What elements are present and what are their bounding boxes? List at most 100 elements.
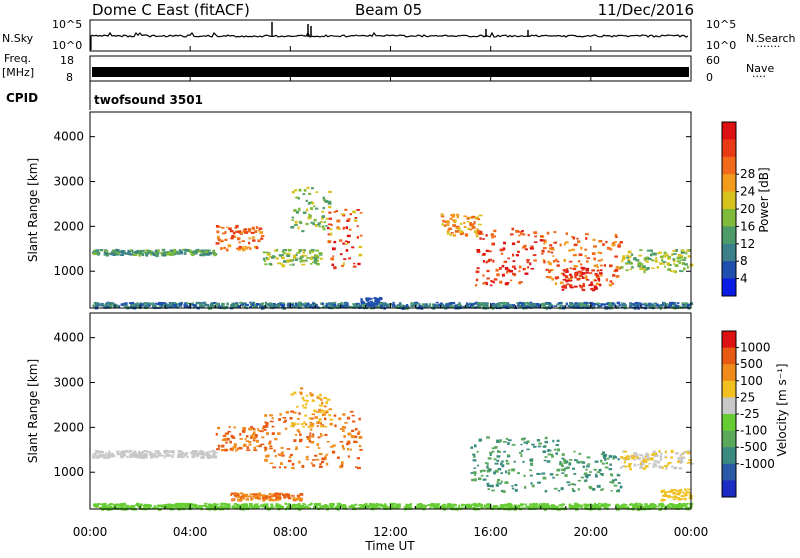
echo-cell xyxy=(158,453,162,457)
echo-cell xyxy=(351,246,355,249)
echo-cell xyxy=(344,240,348,243)
echo-cell xyxy=(256,506,260,509)
echo-cell xyxy=(532,304,535,306)
echo-cell xyxy=(335,507,339,510)
echo-cell xyxy=(271,432,275,435)
echo-cell xyxy=(135,453,139,456)
echo-cell xyxy=(583,301,588,305)
ytick-label: 2000 xyxy=(53,219,84,233)
echo-cell xyxy=(136,504,140,507)
echo-cell xyxy=(354,503,358,506)
echo-cell xyxy=(448,304,451,307)
echo-cell xyxy=(502,504,506,507)
echo-cell xyxy=(638,302,642,305)
echo-cell xyxy=(364,503,368,506)
echo-cell xyxy=(250,231,255,234)
echo-cell xyxy=(250,435,254,438)
echo-cell xyxy=(452,224,457,227)
echo-cell xyxy=(566,283,570,286)
echo-cell xyxy=(149,302,154,305)
echo-cell xyxy=(306,304,311,307)
echo-cell xyxy=(380,302,384,305)
colorbar-tick-label: 8 xyxy=(740,254,748,268)
echo-cell xyxy=(675,506,680,508)
echo-cell xyxy=(527,266,530,269)
echo-cell xyxy=(324,433,328,437)
echo-cell xyxy=(244,231,248,234)
echo-cell xyxy=(302,425,305,428)
echo-cell xyxy=(561,285,565,288)
echo-cell xyxy=(213,506,216,510)
echo-cell xyxy=(321,210,325,213)
echo-cell xyxy=(360,298,363,301)
echo-cell xyxy=(241,503,246,507)
echo-cell xyxy=(518,281,522,285)
echo-cell xyxy=(647,459,650,461)
echo-cell xyxy=(518,265,522,269)
echo-cell xyxy=(312,222,315,226)
echo-cell xyxy=(572,267,577,271)
echo-cell xyxy=(597,251,601,254)
echo-cell xyxy=(248,241,251,245)
echo-cell xyxy=(557,489,561,492)
echo-cell xyxy=(643,459,647,462)
echo-cell xyxy=(323,413,327,416)
echo-cell xyxy=(675,249,678,252)
echo-cell xyxy=(271,417,274,420)
echo-cell xyxy=(310,249,315,252)
echo-cell xyxy=(333,211,336,214)
xtick-label: 00:00 xyxy=(674,525,709,539)
echo-cell xyxy=(305,505,308,508)
echo-cell xyxy=(463,215,468,218)
echo-cell xyxy=(284,466,287,469)
echo-cell xyxy=(549,244,553,247)
echo-cell xyxy=(97,454,102,457)
echo-cell xyxy=(526,261,529,264)
echo-cell xyxy=(568,504,572,507)
echo-cell xyxy=(271,256,275,259)
echo-cell xyxy=(351,429,355,432)
xtick-label: 08:00 xyxy=(273,525,308,539)
echo-cell xyxy=(577,505,580,508)
echo-cell xyxy=(592,238,596,241)
echo-cell xyxy=(291,219,295,222)
echo-cell xyxy=(493,281,496,284)
echo-cell xyxy=(508,469,511,472)
echo-cell xyxy=(277,498,281,501)
echo-cell xyxy=(268,262,272,265)
echo-cell xyxy=(246,449,251,452)
echo-cell xyxy=(610,474,614,477)
echo-cell xyxy=(629,268,632,271)
echo-cell xyxy=(440,213,444,216)
echo-cell xyxy=(543,260,546,264)
echo-cell xyxy=(312,459,316,461)
echo-cell xyxy=(259,304,263,308)
echo-cell xyxy=(269,255,272,258)
echo-cell xyxy=(327,201,332,205)
echo-cell xyxy=(224,305,229,309)
ytick-label: 4000 xyxy=(53,130,84,144)
echo-cell xyxy=(221,449,225,452)
echo-cell xyxy=(436,503,441,505)
echo-cell xyxy=(349,410,354,413)
echo-cell xyxy=(530,245,534,248)
echo-cell xyxy=(626,455,630,457)
echo-cell xyxy=(579,304,584,307)
echo-cell xyxy=(601,258,604,261)
echo-cell xyxy=(463,226,467,228)
echo-cell xyxy=(637,458,640,460)
echo-cell xyxy=(211,305,216,308)
echo-cell xyxy=(135,455,140,459)
echo-cell xyxy=(254,303,258,306)
echo-cell xyxy=(333,301,337,304)
echo-cell xyxy=(615,507,618,510)
echo-cell xyxy=(93,250,97,253)
echo-cell xyxy=(605,506,608,509)
echo-cell xyxy=(278,494,281,497)
echo-cell xyxy=(648,506,651,510)
echo-cell xyxy=(520,305,523,307)
echo-cell xyxy=(242,496,246,499)
echo-cell xyxy=(199,450,202,454)
echo-cell xyxy=(559,304,563,307)
echo-cell xyxy=(505,459,509,463)
